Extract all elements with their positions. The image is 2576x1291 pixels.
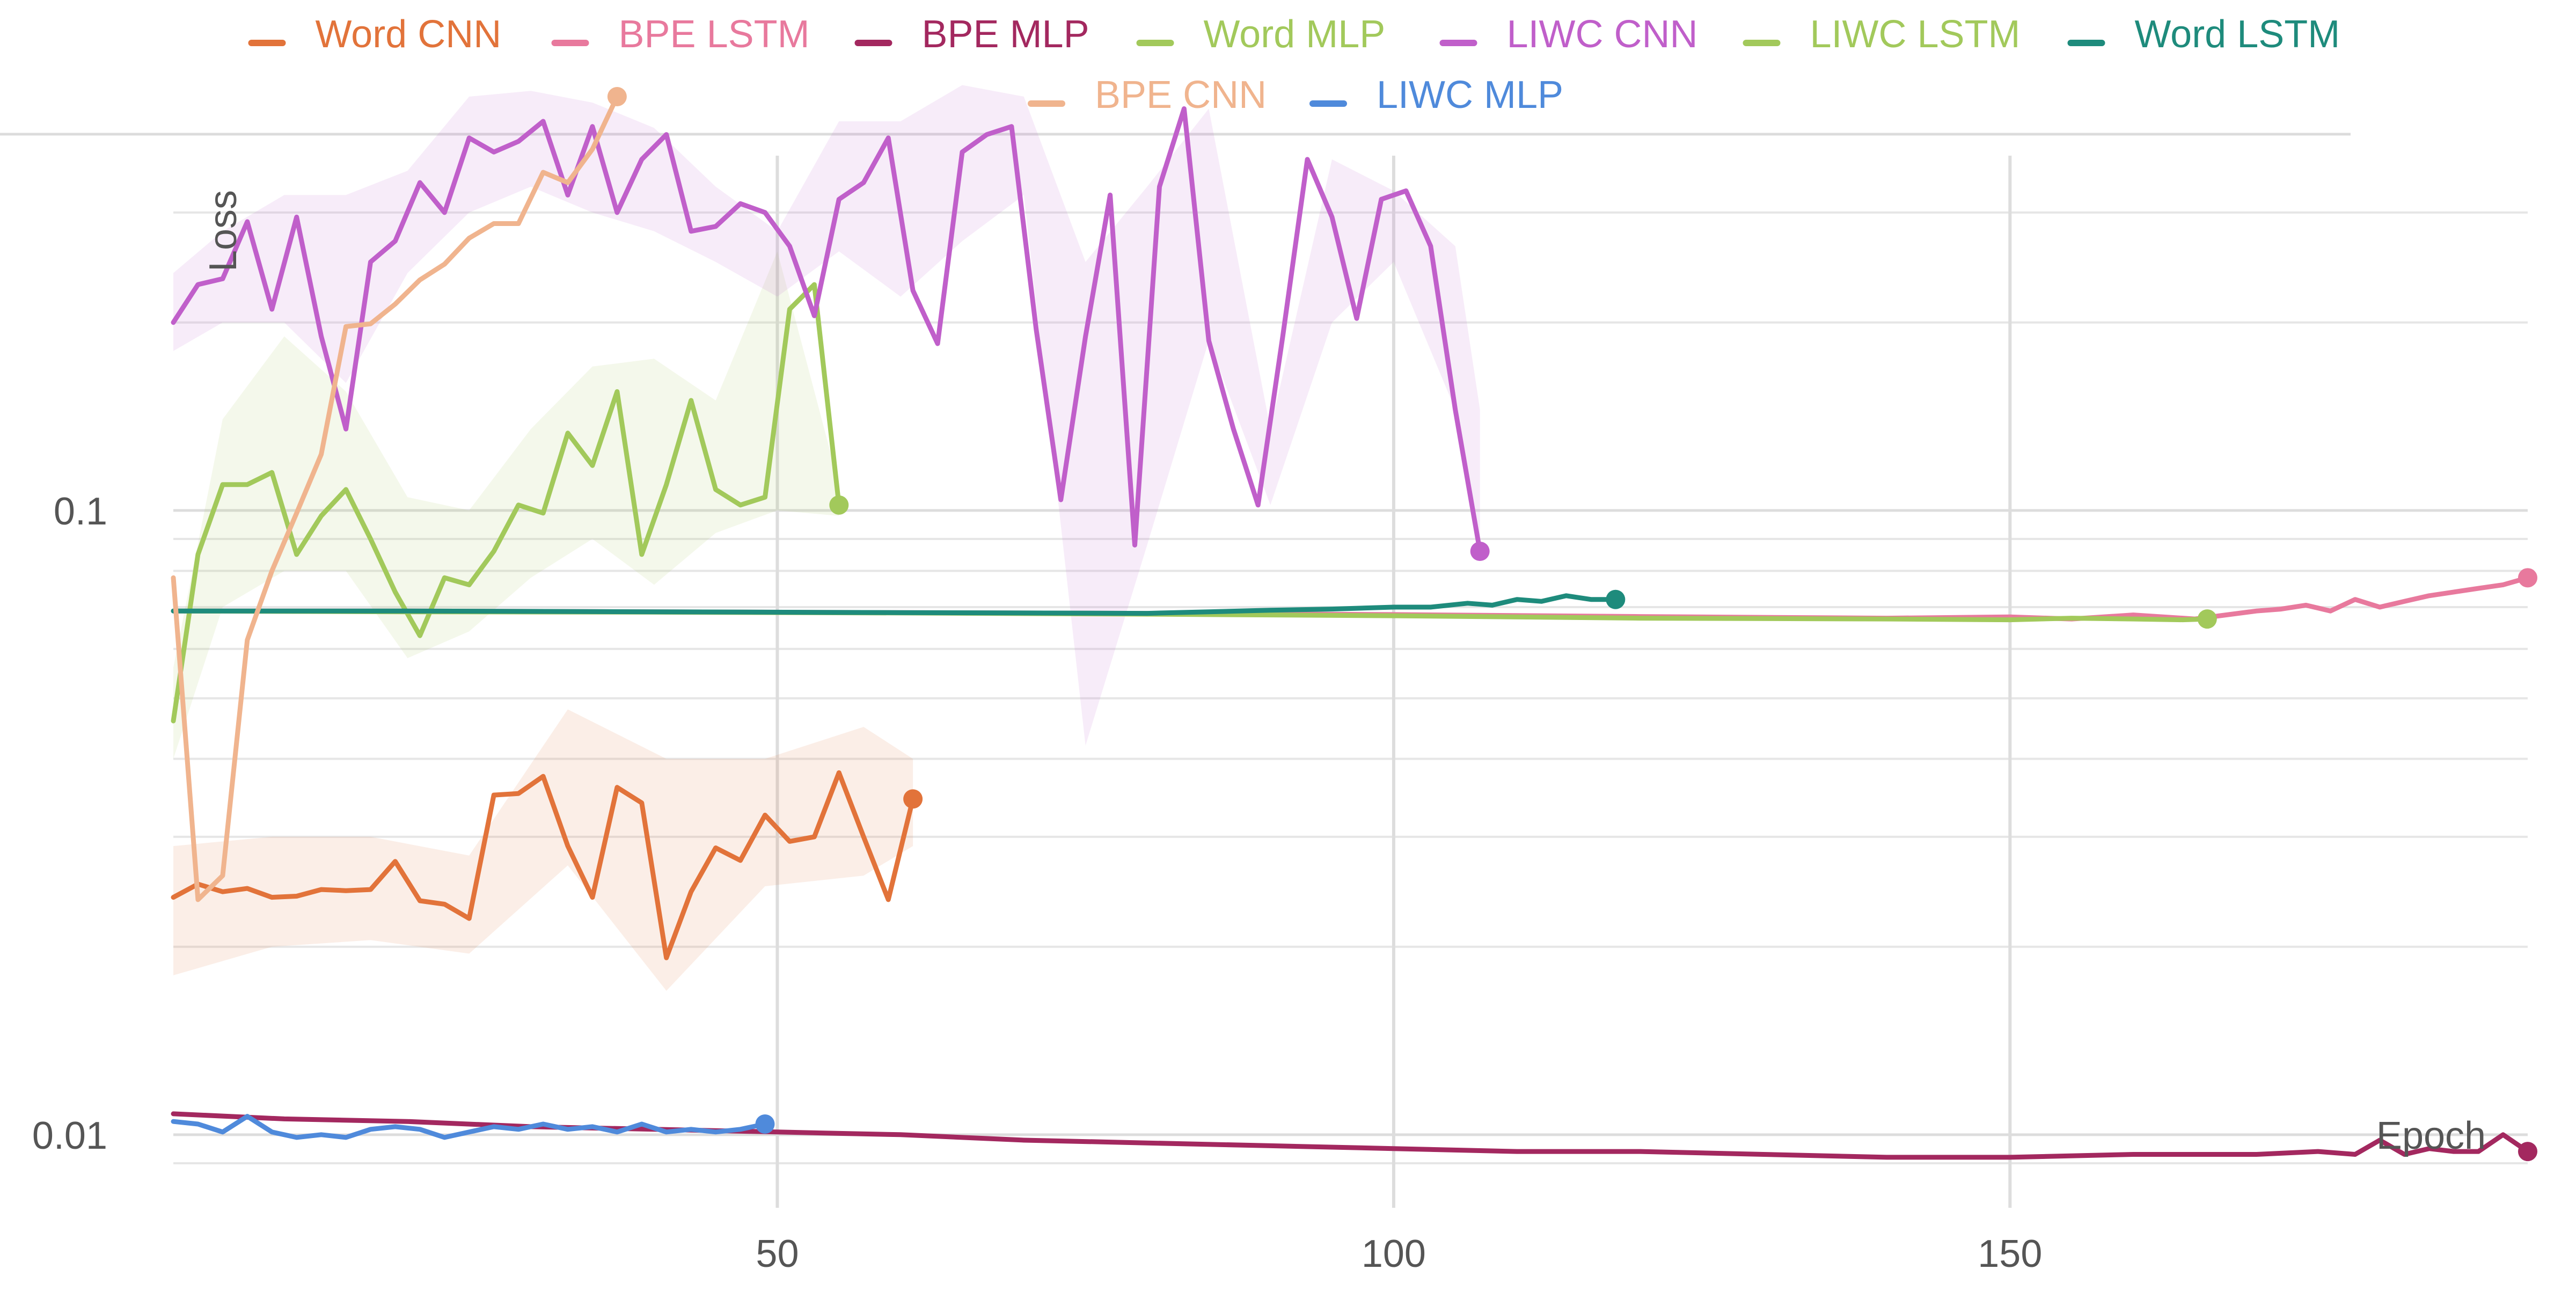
legend-label: BPE LSTM	[619, 13, 810, 56]
legend-swatch	[2067, 40, 2105, 46]
series-line-word-mlp	[171, 282, 841, 724]
legend-swatch	[1309, 100, 1347, 107]
series-end-point-liwc-mlp	[755, 1114, 775, 1134]
axes: Loss Epoch 50 100 150 0.01 0.1	[32, 190, 2486, 1275]
series-end-point-bpe-cnn	[607, 87, 627, 107]
legend-label: LIWC CNN	[1507, 13, 1698, 56]
legend-item-bpe-cnn: BPE CNN	[1028, 74, 1267, 116]
legend-swatch	[1136, 40, 1174, 46]
legend-label: Word LSTM	[2135, 13, 2340, 56]
band-word-mlp	[173, 251, 839, 759]
series-line-word-lstm	[171, 593, 1618, 616]
legend-label: BPE CNN	[1095, 74, 1267, 116]
series-line-liwc-cnn	[171, 106, 1483, 554]
series-end-point-liwc-lstm	[2197, 609, 2217, 629]
legend-item-bpe-lstm: BPE LSTM	[551, 13, 810, 56]
legend-label: LIWC LSTM	[1810, 13, 2021, 56]
legend-swatch	[1743, 40, 1781, 46]
legend-label: Word CNN	[316, 13, 502, 56]
y-axis-label: Loss	[202, 190, 245, 272]
x-tick-label: 100	[1362, 1232, 1426, 1275]
legend-item-word-lstm: Word LSTM	[2067, 13, 2340, 56]
band-word-cnn	[173, 709, 913, 991]
legend-swatch	[248, 40, 286, 46]
legend-item-word-mlp: Word MLP	[1136, 13, 1386, 56]
legend-item-bpe-mlp: BPE MLP	[854, 13, 1089, 56]
series-line-bpe-cnn	[171, 94, 620, 902]
series-lines	[171, 87, 2537, 1162]
y-tick-label: 0.01	[32, 1114, 107, 1157]
series-end-point-bpe-mlp	[2518, 1142, 2537, 1162]
legend-label: Word MLP	[1204, 13, 1386, 56]
x-tick-label: 50	[756, 1232, 799, 1275]
legend-item-liwc-mlp: LIWC MLP	[1309, 74, 1563, 116]
x-tick-label: 150	[1978, 1232, 2042, 1275]
series-end-point-liwc-cnn	[1470, 541, 1490, 561]
legend-item-liwc-lstm: LIWC LSTM	[1743, 13, 2021, 56]
series-end-point-word-mlp	[829, 495, 849, 515]
y-tick-label: 0.1	[54, 490, 107, 533]
legend-item-liwc-cnn: LIWC CNN	[1439, 13, 1698, 56]
legend-swatch	[1439, 40, 1477, 46]
gridlines	[173, 156, 2528, 1208]
legend-item-word-cnn: Word CNN	[248, 13, 502, 56]
legend-swatch	[1028, 100, 1065, 107]
legend-swatch	[551, 40, 589, 46]
series-end-point-word-cnn	[903, 789, 923, 809]
legend-label: BPE MLP	[922, 13, 1089, 56]
legend-swatch	[854, 40, 892, 46]
legend-label: LIWC MLP	[1377, 74, 1563, 116]
x-axis-label: Epoch	[2376, 1114, 2486, 1157]
series-line-liwc-mlp	[171, 1114, 767, 1140]
series-line-word-cnn	[171, 770, 916, 960]
legend: Word CNN BPE LSTM BPE MLP Word MLP LIWC CNN L…	[248, 13, 2340, 116]
series-end-point-bpe-lstm	[2518, 568, 2537, 588]
series-end-point-word-lstm	[1606, 589, 1626, 609]
